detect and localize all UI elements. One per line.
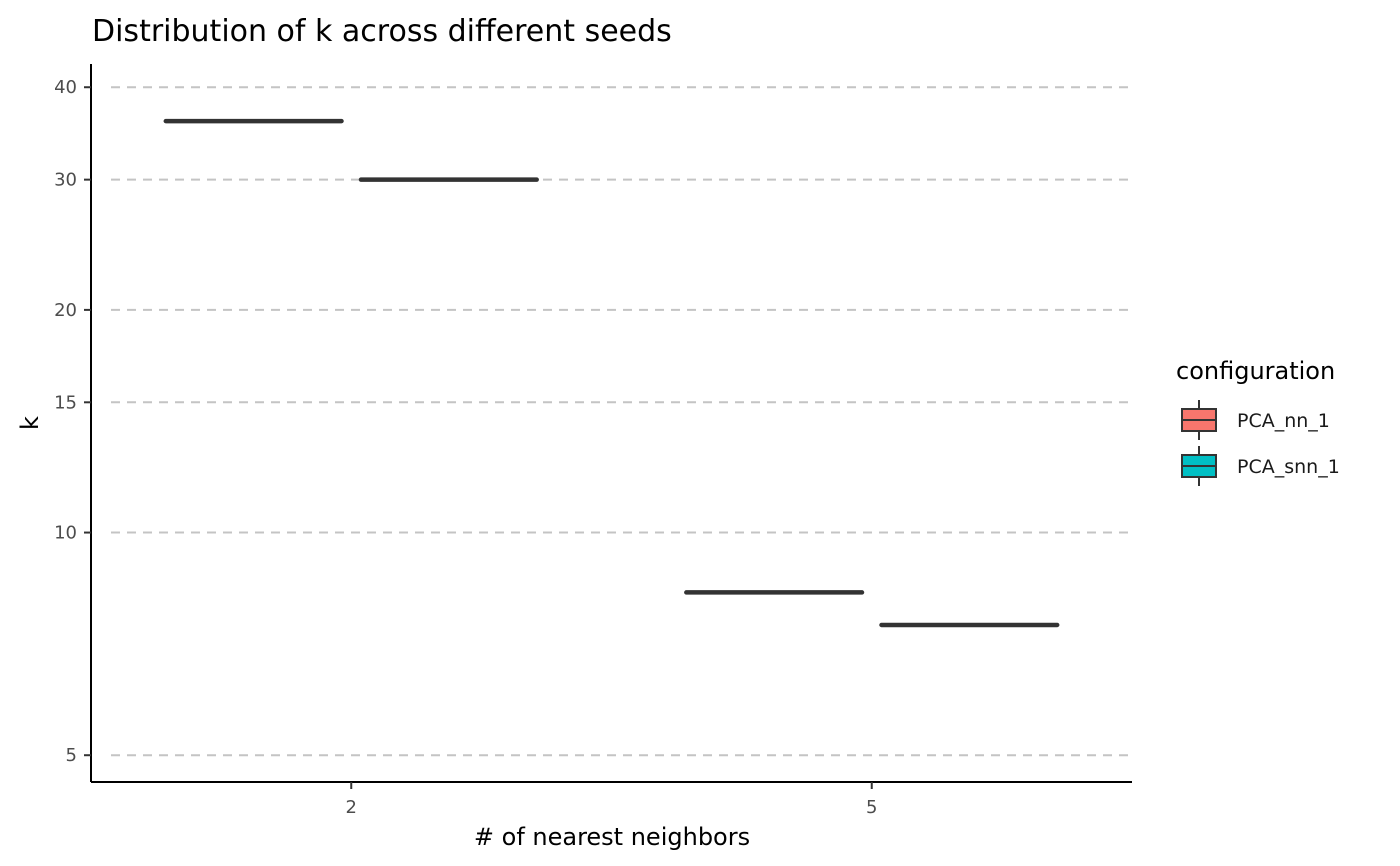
legend-label-PCA_snn_1: PCA_snn_1 [1237,456,1340,478]
y-tick-label-40: 40 [54,77,77,98]
legend-item-PCA_nn_1: PCA_nn_1 [1181,400,1330,440]
box-layer [163,118,1060,628]
y-tick-label-10: 10 [54,523,77,544]
legend-label-PCA_nn_1: PCA_nn_1 [1237,410,1330,432]
legend-items: PCA_nn_1 PCA_snn_1 [1181,400,1340,486]
legend-title: configuration [1176,357,1335,385]
y-tick-label-5: 5 [66,745,77,766]
y-axis-title: k [16,416,44,430]
x-axis-title: # of nearest neighbors [474,823,750,851]
chart-title: Distribution of k across different seeds [92,14,672,49]
x-tick-label-2: 2 [346,797,357,818]
y-tick-label-20: 20 [54,300,77,321]
grid-layer [111,86,1130,757]
legend: configuration PCA_nn_1 PCA_snn_1 [1176,357,1340,486]
x-tick-label-5: 5 [866,797,877,818]
y-tick-label-15: 15 [54,392,77,413]
y-tick-label-30: 30 [54,170,77,191]
y-axis-ticks: 5 10 15 20 30 40 [54,77,91,766]
legend-item-PCA_snn_1: PCA_snn_1 [1181,446,1340,486]
